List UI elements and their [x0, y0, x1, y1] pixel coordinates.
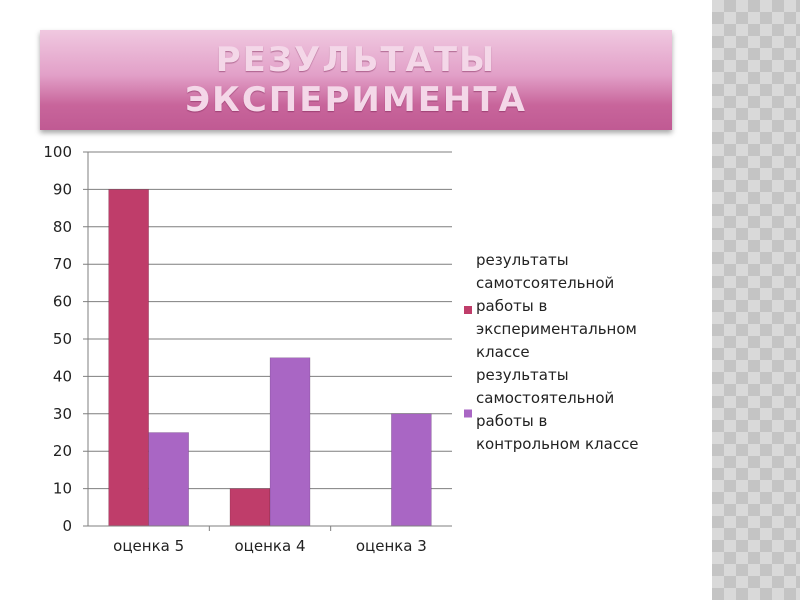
title-banner: РЕЗУЛЬТАТЫ ЭКСПЕРИМЕНТА	[40, 30, 672, 130]
x-tick-label: оценка 5	[113, 537, 184, 555]
legend: результаты самотсоятельной работы в экспери…	[464, 251, 639, 453]
legend-line: результаты	[476, 251, 569, 269]
legend-line: самотсоятельной	[476, 274, 614, 292]
legend-line: результаты	[476, 366, 569, 384]
y-tick-label: 40	[53, 367, 72, 385]
y-tick-label: 50	[53, 330, 72, 348]
y-tick-label: 20	[53, 442, 72, 460]
legend-line: классе	[476, 343, 530, 361]
legend-line: самостоятельной	[476, 389, 614, 407]
bars	[108, 189, 432, 527]
y-tick-label: 70	[53, 255, 72, 273]
y-tick-label: 10	[53, 480, 72, 498]
legend-label-2: результаты самостоятельной работы в контрол…	[476, 366, 639, 453]
legend-swatch-1	[464, 306, 472, 314]
legend-label-1: результаты самотсоятельной работы в экспери…	[476, 251, 637, 361]
bar-series-2-1	[148, 432, 189, 527]
axes: 0 10 20 30 40 50 60 70 80 90 100 оценка 5 оценка 4 оц…	[43, 143, 452, 555]
legend-line: экспериментальном	[476, 320, 637, 338]
y-tick-label: 100	[43, 143, 72, 161]
slide-title: РЕЗУЛЬТАТЫ ЭКСПЕРИМЕНТА	[185, 40, 527, 120]
y-tick-label: 0	[62, 517, 72, 535]
bar-series-1-1	[108, 189, 149, 527]
bar-series-2-2	[269, 357, 311, 527]
x-tick-label: оценка 4	[235, 537, 306, 555]
decorative-pattern-strip	[712, 0, 800, 600]
y-tick-label: 90	[53, 180, 72, 198]
bar-series-1-2	[229, 488, 271, 527]
bar-series-2-3	[391, 413, 432, 527]
legend-line: контрольном классе	[476, 435, 639, 453]
legend-swatch-2	[464, 409, 472, 418]
y-tick-label: 80	[53, 218, 72, 236]
y-tick-label: 30	[53, 405, 72, 423]
legend-line: работы в	[476, 297, 547, 315]
legend-line: работы в	[476, 412, 547, 430]
x-tick-label: оценка 3	[356, 537, 427, 555]
y-tick-label: 60	[53, 293, 72, 311]
